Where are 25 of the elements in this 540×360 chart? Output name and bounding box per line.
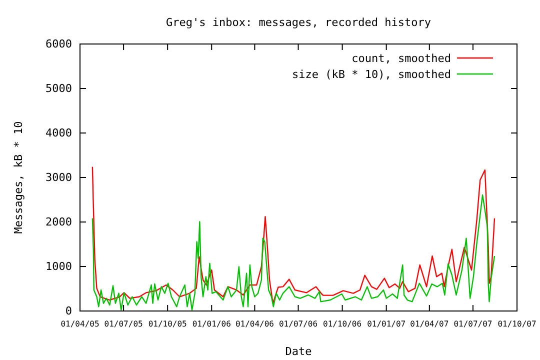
x-tick-label: 01/10/06 [323, 320, 362, 329]
legend-label: count, smoothed [352, 52, 451, 65]
y-tick-label: 3000 [46, 171, 72, 184]
x-tick-label: 01/07/06 [278, 320, 318, 329]
x-tick-label: 01/07/05 [104, 320, 144, 329]
x-tick-label: 01/10/07 [498, 320, 536, 329]
line-series [92, 166, 496, 304]
y-tick-label: 0 [65, 304, 72, 318]
line-series [92, 194, 496, 311]
y-tick-label: 4000 [46, 126, 72, 140]
x-tick-label: 01/10/05 [148, 320, 188, 329]
x-axis-title: Date [285, 345, 312, 358]
y-tick-label: 6000 [46, 38, 72, 51]
chart-title: Greg's inbox: messages, recorded history [166, 16, 432, 29]
x-tick-label: 01/01/07 [367, 320, 406, 329]
y-axis-title: Messages, kB * 10 [12, 121, 25, 234]
y-tick-label: 2000 [46, 216, 72, 229]
x-tick-label: 01/04/05 [60, 320, 100, 329]
y-tick-label: 5000 [46, 82, 72, 96]
x-tick-label: 01/04/06 [235, 320, 274, 329]
x-tick-label: 01/07/07 [454, 320, 492, 329]
x-tick-label: 01/04/07 [410, 320, 449, 329]
y-tick-label: 1000 [46, 260, 72, 274]
legend-label: size (kB * 10), smoothed [292, 68, 451, 81]
x-tick-label: 01/01/06 [192, 320, 232, 329]
